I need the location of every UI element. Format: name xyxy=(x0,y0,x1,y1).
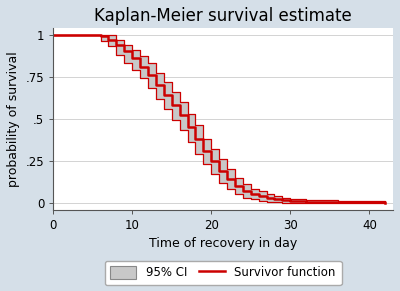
Title: Kaplan-Meier survival estimate: Kaplan-Meier survival estimate xyxy=(94,7,352,25)
Y-axis label: probability of survival: probability of survival xyxy=(7,51,20,187)
X-axis label: Time of recovery in day: Time of recovery in day xyxy=(149,237,297,250)
Legend: 95% CI, Survivor function: 95% CI, Survivor function xyxy=(104,260,342,285)
